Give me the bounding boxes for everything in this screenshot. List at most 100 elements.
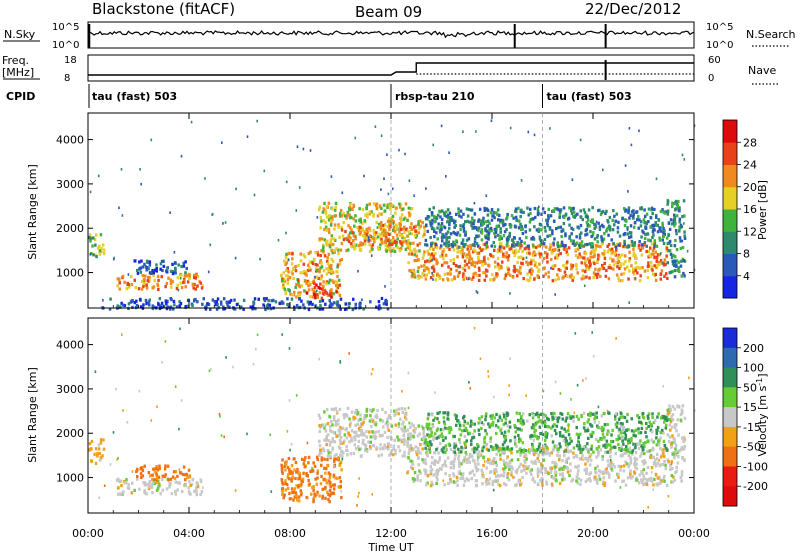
echo-cell	[529, 207, 532, 211]
echo-cell	[423, 264, 426, 268]
echo-cell	[403, 407, 407, 411]
echo-cell	[354, 237, 357, 241]
echo-cell	[100, 247, 103, 251]
echo-cell	[348, 208, 351, 212]
echo-cell	[567, 433, 571, 437]
echo-cell	[425, 483, 428, 487]
noise-cell	[118, 206, 120, 210]
echo-cell	[586, 215, 589, 219]
echo-cell	[562, 434, 565, 438]
echo-cell	[283, 464, 286, 468]
echo-cell	[306, 300, 310, 304]
echo-cell	[395, 233, 399, 237]
echo-cell	[418, 242, 422, 246]
echo-cell	[668, 227, 672, 231]
echo-cell	[641, 446, 644, 450]
echo-cell	[333, 223, 337, 227]
echo-cell	[681, 215, 684, 219]
echo-cell	[641, 266, 644, 270]
echo-cell	[534, 412, 538, 417]
echo-cell	[585, 227, 588, 232]
echo-cell	[641, 471, 644, 475]
noise-cell	[397, 445, 399, 448]
echo-cell	[147, 485, 151, 489]
echo-cell	[430, 480, 433, 484]
echo-cell	[508, 223, 512, 227]
echo-cell	[635, 476, 638, 480]
echo-cell	[510, 465, 514, 469]
echo-cell	[652, 440, 655, 444]
echo-cell	[640, 235, 643, 239]
echo-cell	[553, 444, 556, 448]
echo-cell	[618, 427, 621, 431]
noise-cell	[306, 441, 309, 445]
echo-cell	[432, 435, 435, 439]
echo-cell	[584, 267, 588, 271]
echo-cell	[514, 251, 518, 255]
echo-cell	[634, 451, 638, 455]
echo-cell	[365, 236, 368, 240]
echo-cell	[503, 230, 507, 234]
echo-cell	[555, 444, 558, 448]
echo-cell	[121, 303, 125, 307]
echo-cell	[359, 447, 362, 451]
echo-cell	[164, 300, 168, 304]
noise-cell	[357, 269, 359, 273]
echo-cell	[608, 228, 612, 232]
echo-cell	[489, 445, 493, 449]
range-tick-label: 1000	[56, 267, 84, 280]
echo-cell	[651, 412, 654, 416]
echo-cell	[656, 263, 659, 267]
echo-cell	[166, 266, 169, 270]
noise-cell	[269, 433, 271, 436]
echo-cell	[612, 242, 615, 246]
echo-cell	[551, 424, 555, 428]
echo-cell	[315, 283, 318, 287]
echo-cell	[618, 436, 621, 440]
echo-cell	[330, 268, 333, 272]
echo-cell	[634, 446, 637, 450]
echo-cell	[109, 297, 112, 301]
echo-cell	[668, 239, 672, 243]
echo-cell	[673, 407, 677, 411]
echo-cell	[420, 275, 423, 279]
noise-cell	[408, 421, 411, 425]
echo-cell	[228, 305, 231, 309]
echo-cell	[666, 200, 670, 204]
echo-cell	[314, 494, 317, 498]
echo-cell	[172, 299, 176, 303]
echo-cell	[411, 272, 414, 276]
noise-cell	[177, 288, 180, 292]
echo-cell	[498, 446, 501, 450]
echo-cell	[652, 246, 656, 250]
echo-cell	[145, 268, 148, 272]
echo-cell	[560, 426, 563, 430]
echo-cell	[637, 416, 641, 420]
echo-cell	[330, 290, 333, 294]
echo-cell	[496, 250, 500, 254]
echo-cell	[335, 280, 339, 284]
echo-cell	[286, 465, 290, 470]
echo-cell	[99, 233, 103, 237]
echo-cell	[274, 300, 278, 304]
echo-cell	[472, 225, 476, 229]
noise-cell	[311, 466, 313, 470]
echo-cell	[415, 450, 418, 454]
echo-cell	[525, 235, 528, 240]
echo-cell	[537, 414, 540, 419]
echo-cell	[587, 436, 590, 440]
echo-cell	[433, 451, 436, 455]
echo-cell	[532, 250, 536, 254]
echo-cell	[287, 288, 290, 292]
echo-cell	[485, 432, 489, 436]
echo-cell	[417, 463, 420, 467]
echo-cell	[460, 445, 463, 449]
echo-cell	[538, 262, 541, 266]
echo-cell	[94, 243, 97, 247]
noise-cell	[647, 207, 650, 211]
echo-cell	[361, 422, 364, 426]
echo-cell	[329, 450, 333, 455]
echo-cell	[456, 419, 460, 423]
echo-cell	[432, 206, 435, 210]
echo-cell	[629, 461, 633, 465]
